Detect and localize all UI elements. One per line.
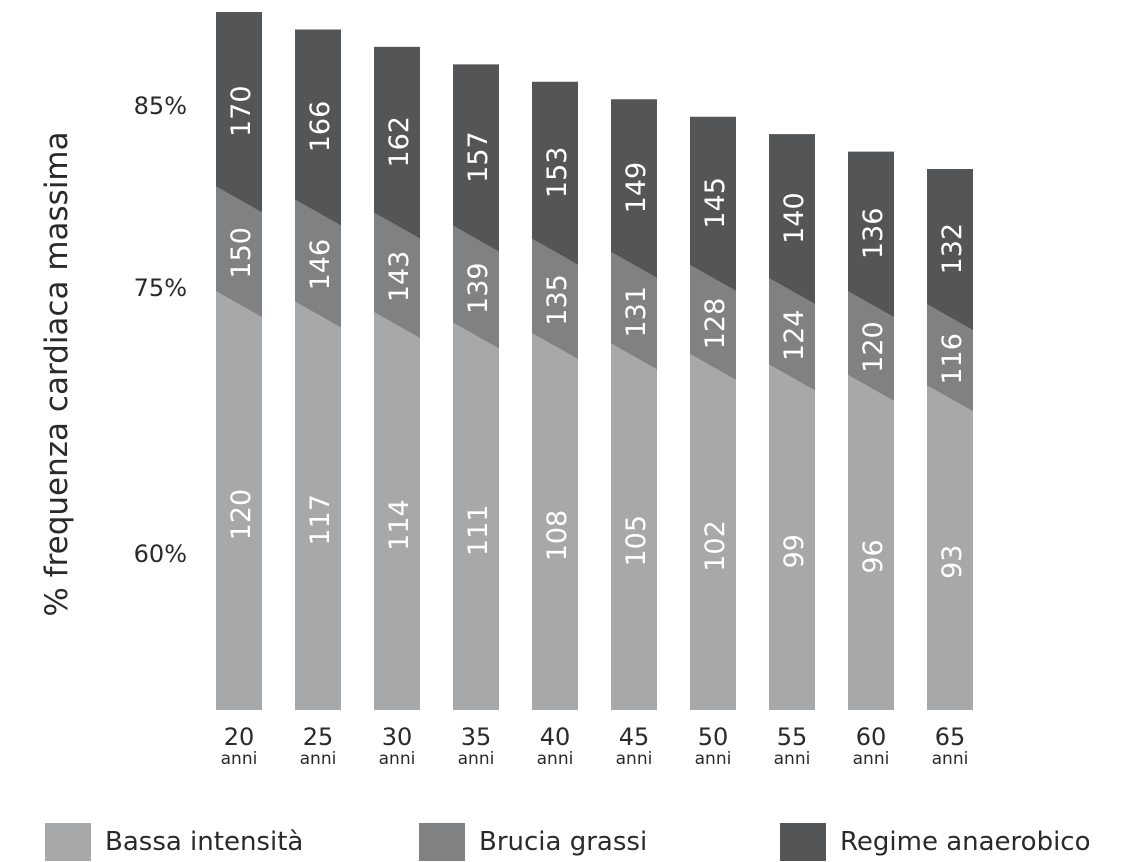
value-label: 116 bbox=[937, 333, 968, 385]
x-tick-label: 55 bbox=[777, 723, 808, 751]
value-label: 132 bbox=[937, 223, 968, 275]
x-tick-label: 30 bbox=[382, 723, 413, 751]
value-label: 149 bbox=[621, 162, 652, 214]
value-label: 145 bbox=[700, 177, 731, 229]
bar-segment-anaerobic bbox=[848, 151, 894, 318]
x-tick-unit: anni bbox=[616, 749, 653, 769]
x-tick-label: 25 bbox=[303, 723, 334, 751]
value-label: 124 bbox=[779, 310, 810, 362]
x-tick-unit: anni bbox=[379, 749, 416, 769]
bar-segment-fat-burn bbox=[374, 212, 420, 339]
value-label: 96 bbox=[858, 539, 889, 573]
y-tick-label: 60% bbox=[134, 540, 187, 568]
bar-segment-fat-burn bbox=[532, 238, 578, 360]
bar-segment-low-intensity bbox=[927, 385, 973, 710]
value-label: 157 bbox=[463, 131, 494, 183]
x-tick-label: 35 bbox=[461, 723, 492, 751]
bar-segment-low-intensity bbox=[532, 333, 578, 710]
value-label: 131 bbox=[621, 286, 652, 338]
x-tick-unit: anni bbox=[300, 749, 337, 769]
value-label: 162 bbox=[384, 116, 415, 168]
value-label: 102 bbox=[700, 520, 731, 572]
x-tick-label: 40 bbox=[540, 723, 571, 751]
x-axis-ticks: 20anni25anni30anni35anni40anni45anni50an… bbox=[221, 723, 969, 769]
value-label: 117 bbox=[305, 494, 336, 546]
bar-segment-anaerobic bbox=[769, 134, 815, 305]
value-label: 136 bbox=[858, 208, 889, 260]
bar-segment-fat-burn bbox=[927, 304, 973, 412]
bar-segment-fat-burn bbox=[453, 225, 499, 349]
bar-segment-anaerobic bbox=[690, 116, 736, 292]
bar-segment-low-intensity bbox=[374, 312, 420, 710]
x-tick-label: 50 bbox=[698, 723, 729, 751]
x-tick-unit: anni bbox=[458, 749, 495, 769]
x-tick-label: 20 bbox=[224, 723, 255, 751]
value-label: 108 bbox=[542, 510, 573, 562]
y-axis-ticks: 85% 75% 60% bbox=[134, 92, 187, 568]
x-tick-unit: anni bbox=[853, 749, 890, 769]
value-label: 146 bbox=[305, 239, 336, 291]
legend-swatch-anaerobic bbox=[780, 823, 826, 861]
bar-segment-low-intensity bbox=[453, 322, 499, 710]
bar-segment-fat-burn bbox=[295, 199, 341, 328]
x-tick-unit: anni bbox=[774, 749, 811, 769]
bar-segment-anaerobic bbox=[374, 46, 420, 239]
bar-segment-anaerobic bbox=[927, 169, 973, 331]
heart-rate-zone-chart: % frequenza cardiaca massima 85% 75% 60% 1… bbox=[39, 12, 973, 769]
legend: Bassa intensità Brucia grassi Regime ana… bbox=[0, 822, 1135, 862]
bar-segment-low-intensity bbox=[216, 291, 262, 710]
value-label: 153 bbox=[542, 147, 573, 199]
bar-segment-fat-burn bbox=[216, 186, 262, 318]
bar-group bbox=[216, 12, 973, 710]
x-tick-unit: anni bbox=[932, 749, 969, 769]
y-tick-label: 75% bbox=[134, 274, 187, 302]
bar-segment-low-intensity bbox=[295, 301, 341, 710]
value-label: 143 bbox=[384, 251, 415, 303]
bar-segment-fat-burn bbox=[611, 251, 657, 370]
bar-segment-low-intensity bbox=[769, 364, 815, 710]
x-tick-label: 45 bbox=[619, 723, 650, 751]
bar-segment-fat-burn bbox=[769, 278, 815, 391]
x-tick-label: 65 bbox=[935, 723, 966, 751]
legend-swatch-low-intensity bbox=[45, 823, 91, 861]
y-axis-title: % frequenza cardiaca massima bbox=[39, 131, 75, 616]
value-label-group: 120 150 170 117 146 166 114 143 162 111 139 157 108 1… bbox=[226, 85, 968, 578]
bar-segment-anaerobic bbox=[532, 81, 578, 265]
bar-segment-anaerobic bbox=[611, 99, 657, 278]
value-label: 114 bbox=[384, 499, 415, 551]
x-tick-unit: anni bbox=[537, 749, 574, 769]
bar-segment-fat-burn bbox=[690, 265, 736, 381]
bar-segment-low-intensity bbox=[848, 374, 894, 710]
value-label: 120 bbox=[858, 321, 889, 373]
value-label: 105 bbox=[621, 515, 652, 567]
value-label: 111 bbox=[463, 505, 494, 557]
value-label: 93 bbox=[937, 545, 968, 579]
bar-segment-low-intensity bbox=[611, 343, 657, 710]
legend-label-low-intensity: Bassa intensità bbox=[105, 827, 304, 857]
x-tick-label: 60 bbox=[856, 723, 887, 751]
value-label: 120 bbox=[226, 489, 257, 541]
value-label: 166 bbox=[305, 101, 336, 153]
value-label: 139 bbox=[463, 262, 494, 314]
value-label: 128 bbox=[700, 298, 731, 350]
bar-segment-low-intensity bbox=[690, 354, 736, 710]
value-label: 170 bbox=[226, 85, 257, 137]
legend-swatch-fat-burn bbox=[419, 823, 465, 861]
bar-segment-anaerobic bbox=[295, 29, 341, 226]
value-label: 99 bbox=[779, 534, 810, 568]
bar-segment-fat-burn bbox=[848, 291, 894, 401]
x-tick-unit: anni bbox=[695, 749, 732, 769]
x-tick-unit: anni bbox=[221, 749, 258, 769]
y-tick-label: 85% bbox=[134, 92, 187, 120]
value-label: 140 bbox=[779, 192, 810, 244]
value-label: 135 bbox=[542, 274, 573, 326]
legend-label-fat-burn: Brucia grassi bbox=[479, 827, 648, 857]
legend-label-anaerobic: Regime anaerobico bbox=[840, 827, 1091, 857]
legend-item-fat-burn: Brucia grassi bbox=[419, 822, 647, 862]
legend-item-low-intensity: Bassa intensità bbox=[45, 822, 303, 862]
value-label: 150 bbox=[226, 227, 257, 279]
bar-segment-anaerobic bbox=[216, 12, 262, 213]
legend-item-anaerobic: Regime anaerobico bbox=[780, 822, 1091, 862]
bar-segment-anaerobic bbox=[453, 64, 499, 252]
